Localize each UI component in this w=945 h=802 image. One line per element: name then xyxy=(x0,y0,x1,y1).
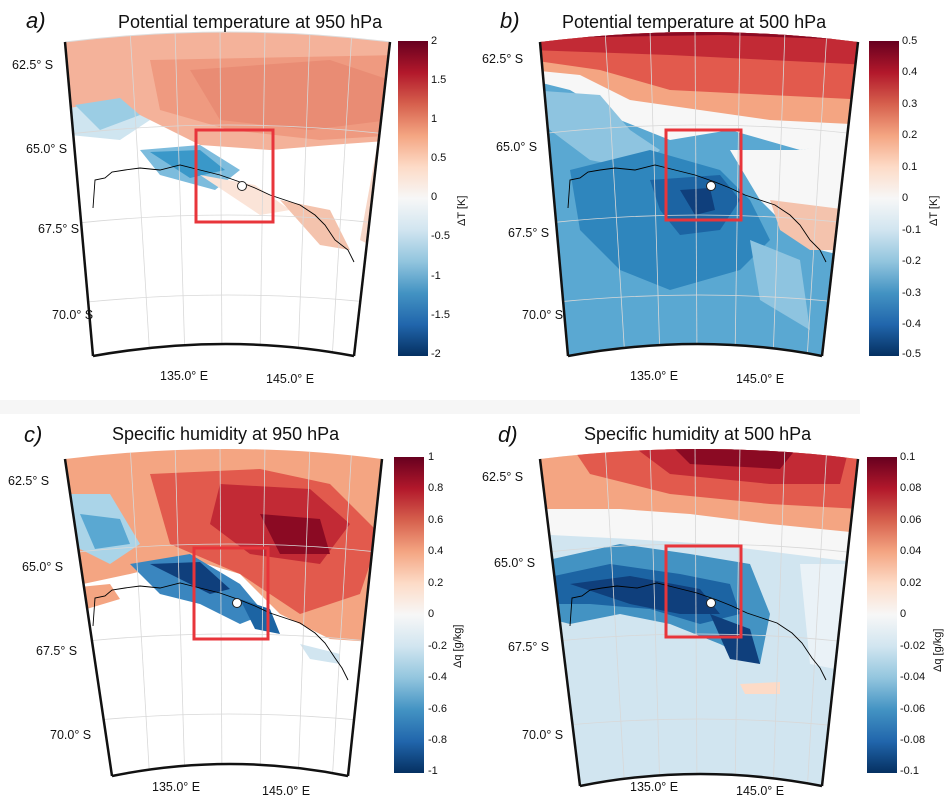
station-marker xyxy=(237,181,247,191)
panel-a: a) Potential temperature at 950 hPa xyxy=(0,0,470,400)
coastline xyxy=(92,164,355,263)
panel-title: Specific humidity at 950 hPa xyxy=(112,424,340,444)
lat-label-67-5: 67.5° S xyxy=(36,644,78,658)
lon-label-135: 135.0° E xyxy=(160,369,209,383)
lat-label-62-5: 62.5° S xyxy=(482,52,524,66)
lon-label-135: 135.0° E xyxy=(630,369,679,383)
map-panel-a xyxy=(63,31,392,358)
panel-d: d) Specific humidity at 500 hPa xyxy=(470,414,945,802)
study-region-box xyxy=(664,128,743,222)
panel-label: d) xyxy=(498,422,518,447)
lat-label-67-5: 67.5° S xyxy=(38,222,80,236)
lat-label-67-5: 67.5° S xyxy=(508,226,550,240)
panel-separator xyxy=(0,400,860,414)
lat-label-62-5: 62.5° S xyxy=(8,474,50,488)
panel-title: Potential temperature at 950 hPa xyxy=(118,12,383,32)
panel-title: Potential temperature at 500 hPa xyxy=(562,12,827,32)
lon-label-145: 145.0° E xyxy=(736,784,785,798)
lat-label-65: 65.0° S xyxy=(22,560,64,574)
coastline xyxy=(92,582,349,681)
colorbar-b-unit: ΔT [K] xyxy=(928,195,940,226)
colorbar-d-unit: Δq [g/kg] xyxy=(932,628,944,672)
lon-label-145: 145.0° E xyxy=(262,784,311,798)
lat-label-65: 65.0° S xyxy=(26,142,68,156)
colorbar-a-unit: ΔT [K] xyxy=(456,195,468,226)
lon-label-135: 135.0° E xyxy=(630,780,679,794)
colorbar-a xyxy=(398,41,428,356)
study-region-box xyxy=(192,546,270,641)
map-panel-c xyxy=(63,449,384,778)
colorbar-d xyxy=(867,457,897,773)
study-region-box xyxy=(664,544,743,639)
lat-label-70: 70.0° S xyxy=(52,308,94,322)
map-panel-d xyxy=(538,449,860,788)
map-panel-b xyxy=(538,32,860,358)
lat-label-70: 70.0° S xyxy=(50,728,92,742)
coastline xyxy=(567,164,827,263)
lon-label-135: 135.0° E xyxy=(152,780,201,794)
panel-c: c) Specific humidity at 950 hPa xyxy=(0,414,470,802)
lat-label-65: 65.0° S xyxy=(494,556,536,570)
lat-label-65: 65.0° S xyxy=(496,140,538,154)
panel-label: a) xyxy=(26,8,46,33)
station-marker xyxy=(706,598,716,608)
coastline xyxy=(569,582,827,681)
panel-b: b) Potential temperature at 500 hPa xyxy=(470,0,945,400)
colorbar-c xyxy=(394,457,424,773)
colorbar-b xyxy=(869,41,899,356)
panel-label: c) xyxy=(24,422,43,447)
lat-label-70: 70.0° S xyxy=(522,728,564,742)
lat-label-67-5: 67.5° S xyxy=(508,640,550,654)
lat-label-70: 70.0° S xyxy=(522,308,564,322)
lon-label-145: 145.0° E xyxy=(736,372,785,386)
lat-label-62-5: 62.5° S xyxy=(12,58,54,72)
colorbar-c-unit: Δq [g/kg] xyxy=(452,624,464,668)
panel-label: b) xyxy=(500,8,520,33)
lat-label-62-5: 62.5° S xyxy=(482,470,524,484)
study-region-box xyxy=(194,128,275,224)
station-marker xyxy=(706,181,716,191)
station-marker xyxy=(232,598,242,608)
panel-title: Specific humidity at 500 hPa xyxy=(584,424,812,444)
lon-label-145: 145.0° E xyxy=(266,372,315,386)
